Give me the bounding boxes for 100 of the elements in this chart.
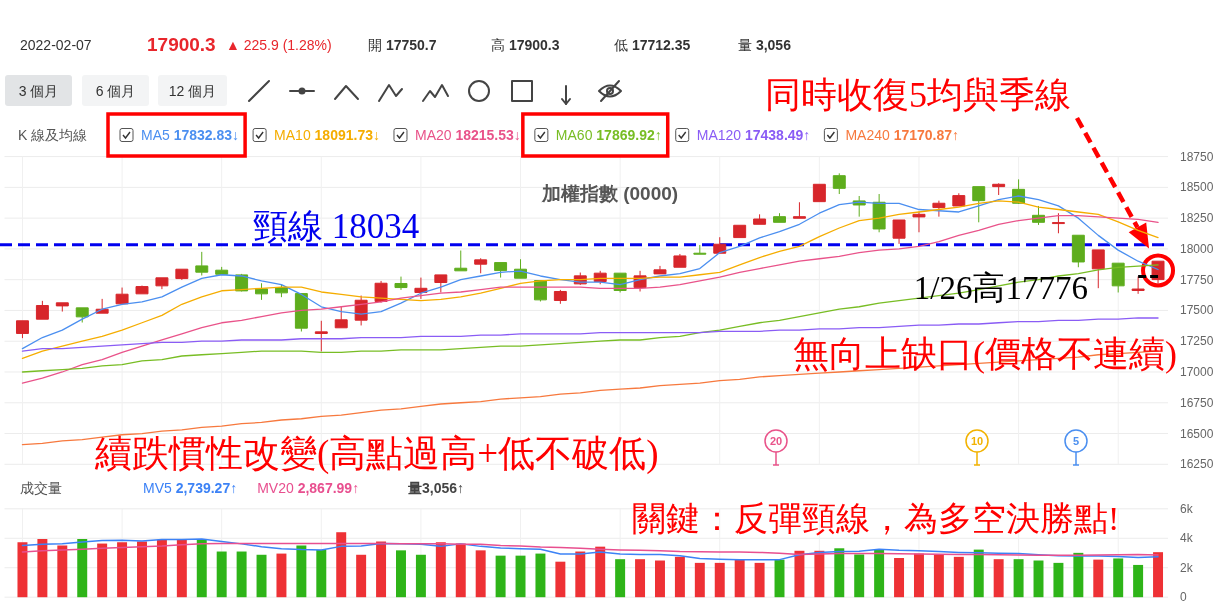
- bar: [77, 539, 88, 598]
- candlestick: [773, 212, 786, 223]
- candlestick: [175, 268, 189, 281]
- y-tick-label: 16250: [1180, 457, 1214, 472]
- candlestick: [812, 183, 826, 203]
- text: 加權指數 (0000): [540, 183, 679, 204]
- candlestick: [673, 253, 687, 268]
- bar: [1073, 552, 1084, 598]
- bar: [933, 554, 944, 598]
- annotation: 續跌慣性改變(高點過高+低不破低): [94, 433, 659, 475]
- bar: [415, 554, 426, 598]
- text: 高 17900.3: [491, 37, 560, 53]
- bar: [754, 562, 765, 598]
- bar: [794, 550, 805, 598]
- candlestick: [494, 262, 508, 279]
- bar: [953, 556, 964, 598]
- candlestick: [792, 201, 806, 219]
- candlestick: [454, 250, 468, 272]
- candlestick: [514, 258, 527, 279]
- bar: [515, 555, 526, 598]
- candlestick: [1091, 249, 1105, 289]
- text: 低 17712.35: [614, 37, 691, 53]
- bar: [973, 549, 984, 598]
- y-tick-label: 2k: [1180, 560, 1194, 575]
- bar: [1013, 559, 1024, 598]
- ref-line-label: 頸線 18034: [253, 206, 420, 246]
- button: 6 個月: [82, 75, 149, 106]
- text: 開 17750.7: [368, 37, 437, 53]
- bar: [435, 542, 446, 598]
- y-tick-label: 17250: [1180, 334, 1214, 349]
- candlestick: [15, 320, 29, 339]
- bar: [276, 553, 287, 598]
- text: MV5 2,739.27↑: [143, 480, 238, 496]
- bar: [535, 553, 546, 598]
- bar: [615, 559, 626, 598]
- bar: [316, 549, 327, 598]
- candlestick: [294, 293, 308, 332]
- candlestick: [195, 251, 209, 276]
- text: K 線及均線: [18, 127, 88, 143]
- bar: [993, 559, 1004, 598]
- bar: [1133, 564, 1144, 598]
- candlestick: [872, 193, 886, 233]
- bar: [17, 542, 28, 598]
- candlestick: [135, 285, 149, 295]
- bar: [555, 561, 566, 598]
- y-tick-label: 17000: [1180, 364, 1214, 379]
- bar: [156, 539, 167, 598]
- y-tick-label: 4k: [1180, 531, 1194, 546]
- text: 量3,056↑: [407, 480, 465, 496]
- text: 2022-02-07: [20, 37, 92, 53]
- candlestick: [992, 182, 1006, 196]
- candlestick: [474, 257, 488, 274]
- y-tick-label: 18500: [1180, 180, 1214, 195]
- bar: [356, 554, 367, 598]
- annotation: 10: [970, 435, 984, 447]
- bar: [854, 554, 865, 598]
- annotation: 關鍵：反彈頸線，為多空決勝點!: [632, 500, 1120, 537]
- bar: [37, 539, 48, 598]
- y-tick-label: 6k: [1180, 501, 1194, 516]
- candlestick: [35, 300, 49, 320]
- y-tick-label: 18750: [1180, 149, 1214, 164]
- bar: [396, 550, 406, 598]
- bar: [236, 551, 247, 598]
- bar: [595, 546, 606, 598]
- text: MA5 17832.83↓: [141, 127, 240, 143]
- bar: [674, 556, 685, 598]
- candlestick: [394, 276, 408, 291]
- bar: [913, 553, 924, 598]
- bar: [196, 539, 207, 598]
- bar: [376, 541, 387, 598]
- line-series: [21, 538, 1159, 561]
- candlestick: [832, 172, 846, 195]
- line-series: [21, 542, 1159, 556]
- bar: [1093, 559, 1104, 598]
- candlestick: [414, 277, 428, 300]
- bar: [694, 562, 705, 598]
- bar: [455, 543, 466, 598]
- candlestick: [972, 186, 986, 223]
- candlestick: [334, 306, 348, 329]
- candlestick: [733, 224, 747, 239]
- candlestick: [115, 287, 129, 305]
- bar: [1153, 552, 1164, 598]
- candlestick: [553, 289, 567, 305]
- candlestick: [155, 277, 169, 290]
- bar: [296, 545, 307, 598]
- candlestick: [912, 211, 926, 233]
- text: ▲ 225.9 (1.28%): [226, 37, 332, 53]
- text: MA10 18091.73↓: [274, 127, 380, 143]
- text: MV20 2,867.99↑: [257, 480, 360, 496]
- y-tick-label: 18000: [1180, 241, 1214, 256]
- bar: [814, 550, 825, 598]
- candlestick: [1111, 262, 1125, 293]
- bar: [336, 532, 347, 598]
- bar: [834, 548, 845, 598]
- annotation: 20: [769, 435, 783, 447]
- candlestick: [374, 280, 388, 304]
- candlestick: [75, 307, 89, 324]
- text: MA20 18215.53↓: [414, 127, 521, 143]
- candlestick: [952, 192, 966, 207]
- candlestick: [892, 219, 906, 245]
